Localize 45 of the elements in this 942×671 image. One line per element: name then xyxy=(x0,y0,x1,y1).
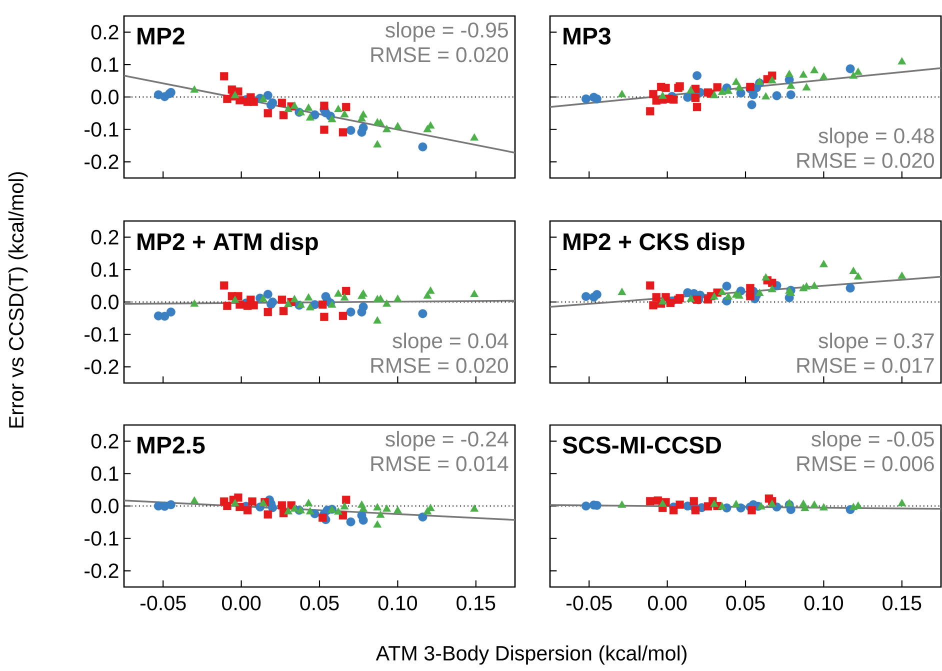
y-tick-label: -0.1 xyxy=(84,531,118,546)
y-tick-label: 0.1 xyxy=(91,57,118,72)
x-tick-label: 0.15 xyxy=(882,596,922,610)
y-tick-label: -0.2 xyxy=(84,563,118,578)
annotation: RMSE = 0.006 xyxy=(797,456,934,472)
annotation: RMSE = 0.020 xyxy=(371,47,508,62)
y-tick-label: 0.0 xyxy=(91,498,118,514)
x-tick-label: 0.15 xyxy=(456,596,496,610)
x-tick-label: 0.05 xyxy=(726,596,765,610)
x-tick-label: 0.00 xyxy=(648,596,687,610)
annotation: slope = -0.05 xyxy=(812,430,934,451)
x-tick-label: 0.10 xyxy=(378,596,417,610)
y-tick-label: 0.2 xyxy=(91,24,118,40)
chart-title: MP2 + ATM disp xyxy=(138,232,318,255)
annotation: RMSE = 0.020 xyxy=(797,152,934,168)
chart-title: MP2 xyxy=(138,28,184,44)
x-axis-title: ATM 3-Body Dispersion (kcal/mol) xyxy=(376,645,686,665)
annotation: RMSE = 0.014 xyxy=(371,456,508,472)
x-tick-label: -0.05 xyxy=(140,596,186,610)
y-tick-label: 0.0 xyxy=(91,90,118,104)
x-tick-label: 0.00 xyxy=(222,596,261,610)
y-tick-label: -0.1 xyxy=(84,327,118,342)
y-tick-label: 0.1 xyxy=(91,262,118,277)
y-axis-title: Error vs CCSD(T) (kcal/mol) xyxy=(8,172,28,428)
chart-title: MP2.5 xyxy=(138,436,205,454)
y-tick-label: -0.1 xyxy=(84,122,118,137)
annotation: slope = -0.24 xyxy=(386,430,508,451)
annotation: slope = 0.04 xyxy=(392,332,508,353)
chart-title: MP3 xyxy=(564,28,610,45)
annotation: RMSE = 0.020 xyxy=(371,358,508,374)
y-tick-label: 0.1 xyxy=(91,466,118,481)
y-tick-label: 0.2 xyxy=(91,434,118,449)
annotation: slope = 0.37 xyxy=(818,332,934,353)
y-tick-label: 0.2 xyxy=(91,230,118,245)
y-tick-label: 0.0 xyxy=(91,294,118,310)
chart-title: SCS-MI-CCSD xyxy=(562,436,721,454)
y-tick-label: -0.2 xyxy=(84,154,118,170)
x-tick-label: 0.10 xyxy=(804,596,844,610)
chart-title: MP2 + CKS disp xyxy=(564,232,744,255)
annotation: slope = 0.48 xyxy=(818,128,934,148)
x-tick-label: 0.05 xyxy=(300,596,339,610)
y-tick-label: -0.2 xyxy=(84,359,118,374)
x-tick-label: -0.05 xyxy=(566,596,612,610)
annotation: slope = -0.95 xyxy=(386,22,508,42)
annotation: RMSE = 0.017 xyxy=(797,358,934,374)
